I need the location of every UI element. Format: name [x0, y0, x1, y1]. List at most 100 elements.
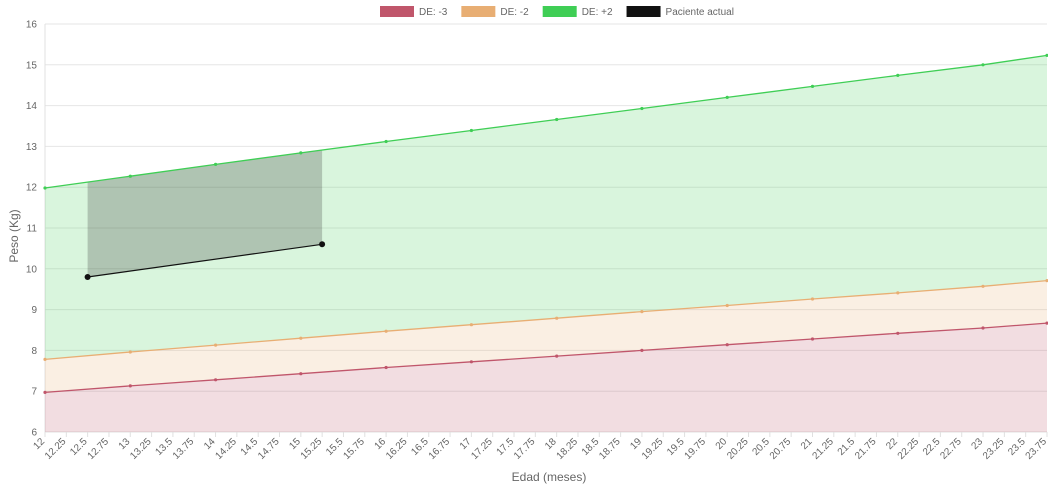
data-point [896, 73, 900, 77]
x-tick-label: 23 [970, 436, 986, 452]
legend-swatch [626, 6, 661, 17]
data-point [43, 390, 47, 394]
data-point [640, 310, 644, 314]
data-point [128, 384, 132, 388]
data-point [299, 372, 303, 376]
data-point [84, 274, 91, 280]
data-point [810, 297, 815, 301]
data-point [640, 106, 644, 111]
data-point [214, 162, 218, 166]
x-tick-label: 16.75 [427, 436, 453, 462]
data-point [384, 329, 388, 333]
data-point [299, 336, 303, 340]
data-point [896, 291, 900, 295]
x-tick-label: 22 [884, 436, 900, 452]
data-point [43, 357, 47, 361]
y-tick-label: 7 [31, 387, 37, 398]
x-tick-label: 17.25 [469, 436, 495, 462]
x-tick-label: 19 [628, 436, 644, 452]
data-point [469, 360, 473, 364]
x-axis-title: Edad (meses) [512, 470, 587, 484]
x-tick-label: 23.25 [981, 436, 1007, 462]
x-tick-label: 13 [117, 436, 133, 452]
data-point [214, 343, 218, 347]
x-tick-label: 16.25 [384, 436, 410, 462]
data-point [384, 365, 388, 370]
y-tick-label: 12 [26, 183, 38, 194]
x-tick-label: 20 [714, 436, 730, 452]
x-tick-label: 21 [799, 436, 815, 452]
data-point [981, 326, 985, 330]
y-tick-label: 9 [31, 305, 37, 316]
x-tick-label: 16 [373, 436, 389, 452]
data-point [319, 241, 326, 248]
y-tick-label: 13 [26, 142, 38, 153]
data-point [810, 84, 815, 88]
data-point [896, 331, 900, 335]
legend-label: Paciente actual [666, 7, 734, 18]
x-tick-label: 21.25 [810, 436, 836, 462]
data-point [725, 95, 729, 99]
series-fill [45, 323, 1047, 432]
x-tick-label: 18 [543, 436, 559, 452]
data-point [640, 348, 644, 352]
series-fill [45, 55, 1047, 360]
x-tick-label: 22.75 [938, 436, 964, 462]
y-tick-labels: 6 7 8 9 10 11 12 13 14 15 16 [26, 20, 38, 439]
x-tick-label: 17.75 [512, 436, 538, 462]
data-point [725, 303, 729, 308]
legend-label: DE: -2 [500, 7, 529, 18]
series-fill [87, 150, 323, 277]
data-point [469, 128, 473, 133]
x-tick-label: 20.25 [725, 436, 751, 462]
x-tick-label: 21.75 [853, 436, 879, 462]
data-point [128, 350, 132, 354]
y-tick-label: 10 [26, 264, 38, 275]
y-tick-label: 8 [31, 346, 37, 357]
legend-swatch [380, 6, 414, 17]
data-point [810, 337, 815, 341]
x-tick-label: 13.25 [128, 436, 154, 462]
legend-swatch [461, 6, 496, 17]
data-point [1045, 279, 1048, 283]
x-tick-label: 18.75 [597, 436, 623, 462]
x-tick-label: 14.75 [256, 436, 282, 462]
x-tick-label: 18.25 [555, 436, 581, 462]
x-tick-label: 23.75 [1024, 436, 1048, 462]
data-point [725, 343, 729, 347]
data-point [981, 63, 985, 67]
legend-swatch [542, 6, 577, 17]
x-tick-label: 14.25 [214, 436, 240, 462]
y-axis-title: Peso (Kg) [7, 209, 21, 262]
data-point [128, 174, 132, 178]
series-fill [45, 280, 1047, 393]
y-tick-label: 14 [26, 101, 38, 112]
x-tick-label: 15.75 [341, 436, 367, 462]
data-point [981, 284, 985, 288]
x-tick-label: 14 [202, 436, 218, 452]
x-tick-label: 17 [458, 436, 474, 452]
data-point [1045, 53, 1048, 57]
x-tick-label: 13.75 [171, 436, 197, 462]
x-tick-label: 19.75 [683, 436, 709, 462]
series-line [87, 243, 323, 278]
y-tick-label: 16 [26, 20, 38, 31]
data-point [299, 151, 303, 155]
x-tick-label: 19.25 [640, 436, 666, 462]
data-point [214, 378, 218, 382]
x-tick-label: 12.25 [43, 436, 69, 462]
data-point [555, 117, 559, 122]
legend-label: DE: +2 [582, 7, 613, 18]
x-tick-label: 15.25 [299, 436, 325, 462]
legend-label: DE: -3 [419, 7, 448, 18]
y-tick-label: 15 [26, 60, 38, 71]
data-point [555, 316, 559, 320]
data-point [384, 139, 388, 144]
y-tick-label: 11 [27, 224, 38, 235]
x-tick-label: 15 [287, 436, 303, 452]
gridlines [44, 23, 1048, 437]
data-point [1045, 321, 1048, 325]
series-points [43, 53, 1048, 394]
